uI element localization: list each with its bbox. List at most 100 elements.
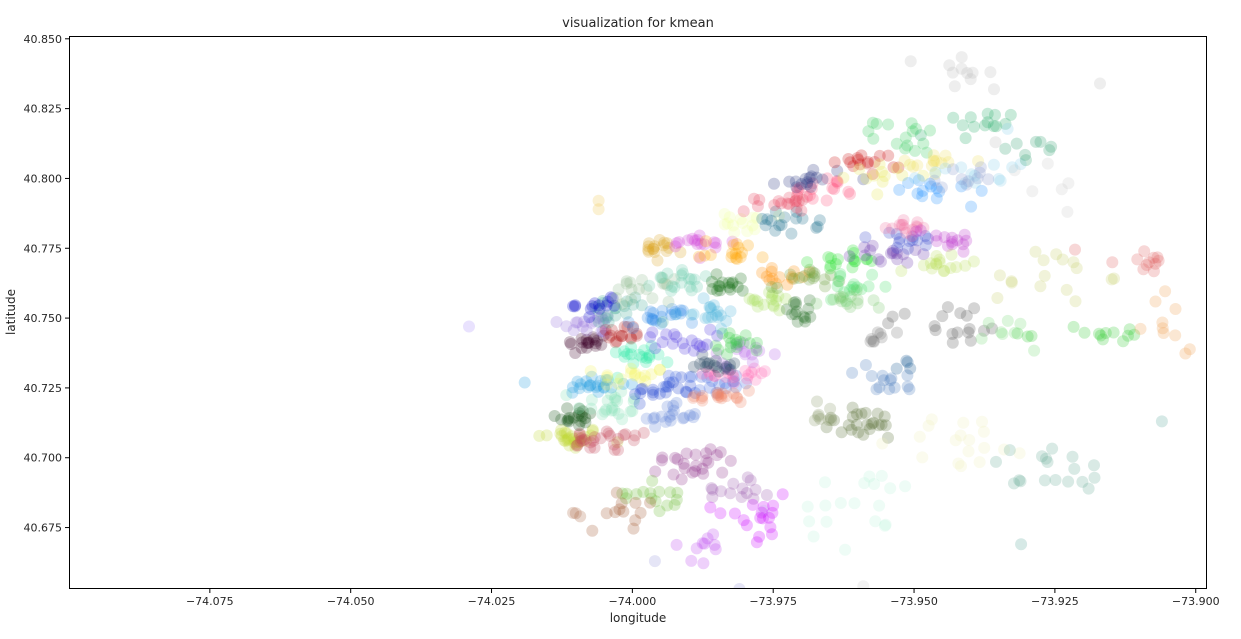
scatter-point-37-3 — [925, 159, 938, 172]
scatter-point-8-5 — [618, 350, 631, 363]
scatter-point-49-11 — [910, 220, 923, 233]
scatter-point-44-7 — [824, 262, 837, 275]
scatter-point-63-0 — [1169, 329, 1182, 342]
scatter-point-76-8 — [701, 532, 714, 545]
scatter-point-42-12 — [797, 310, 810, 323]
scatter-point-47-7 — [859, 249, 871, 262]
scatter-point-62-4 — [1106, 256, 1119, 269]
scatter-point-76-6 — [685, 554, 698, 567]
scatter-point-35-5 — [860, 172, 873, 185]
scatter-point-51-9 — [930, 258, 943, 271]
scatter-point-11-9 — [670, 396, 683, 409]
scatter-point-5-9 — [591, 334, 604, 347]
scatter-point-0-23 — [533, 429, 546, 442]
scatter-point-29-5 — [728, 226, 741, 239]
scatter-point-17-1 — [743, 337, 756, 350]
scatter-point-55-3 — [1043, 144, 1056, 157]
scatter-point-5-12 — [589, 337, 602, 350]
scatter-point-9-6 — [653, 363, 666, 376]
scatter-point-42-3 — [804, 310, 817, 323]
scatter-point-33-0 — [816, 173, 829, 186]
scatter-point-19-0 — [669, 308, 682, 321]
scatter-point-13-11 — [731, 392, 744, 405]
scatter-point-10-5 — [667, 376, 679, 389]
scatter-point-63-2 — [1159, 285, 1172, 298]
scatter-point-36-3 — [862, 125, 875, 138]
scatter-point-71-22 — [697, 467, 710, 480]
scatter-point-70-18 — [878, 519, 891, 532]
scatter-point-19-5 — [674, 307, 687, 320]
scatter-point-57-1 — [960, 309, 973, 322]
x-tick-label: −73.925 — [1031, 595, 1079, 608]
scatter-point-71-20 — [678, 462, 691, 475]
scatter-point-12-9 — [695, 370, 708, 383]
scatter-point-17-2 — [739, 329, 752, 342]
scatter-point-51-6 — [945, 248, 958, 261]
scatter-point-3-10 — [616, 413, 629, 426]
scatter-point-48-10 — [906, 234, 919, 246]
scatter-point-1-13 — [637, 426, 650, 439]
scatter-points — [463, 51, 1196, 589]
scatter-point-52-12 — [916, 190, 929, 203]
scatter-point-17-13 — [750, 344, 763, 357]
scatter-point-0-1 — [570, 438, 582, 451]
scatter-point-29-2 — [718, 208, 731, 220]
scatter-point-52-11 — [975, 184, 988, 197]
scatter-point-17-11 — [712, 343, 725, 356]
scatter-point-60-7 — [1093, 327, 1105, 340]
scatter-point-71-14 — [724, 454, 737, 467]
scatter-point-49-0 — [911, 216, 924, 229]
scatter-point-3-21 — [608, 404, 621, 417]
scatter-point-10-6 — [672, 382, 685, 395]
scatter-point-34-5 — [887, 161, 900, 174]
scatter-point-33-2 — [805, 170, 818, 183]
scatter-point-1-23 — [578, 433, 591, 446]
scatter-point-12-7 — [706, 375, 719, 388]
x-axis-label: longitude — [610, 611, 667, 625]
scatter-point-75-3 — [737, 514, 750, 527]
scatter-point-23-1 — [633, 283, 646, 295]
scatter-point-59-3 — [1037, 254, 1050, 267]
scatter-point-74-5 — [629, 496, 642, 509]
scatter-point-24-1 — [643, 279, 656, 292]
scatter-point-14-7 — [708, 369, 721, 382]
scatter-point-5-16 — [575, 342, 588, 354]
scatter-point-17-9 — [716, 327, 729, 340]
scatter-point-64-2 — [870, 383, 883, 396]
scatter-point-9-12 — [615, 373, 627, 385]
scatter-point-60-10 — [1096, 333, 1109, 346]
scatter-point-48-6 — [901, 242, 914, 255]
scatter-point-70-15 — [834, 497, 847, 509]
scatter-point-56-3 — [1008, 164, 1021, 177]
scatter-point-39-2 — [988, 83, 1000, 96]
scatter-point-18-6 — [687, 344, 700, 357]
scatter-point-39-11 — [904, 55, 917, 68]
scatter-point-38-7 — [947, 111, 960, 124]
scatter-point-47-0 — [890, 247, 903, 260]
scatter-point-5-11 — [597, 329, 610, 342]
scatter-point-15-12 — [730, 343, 743, 356]
scatter-point-1-25 — [573, 427, 586, 440]
scatter-point-22-5 — [569, 300, 581, 313]
scatter-point-57-5 — [986, 322, 998, 335]
scatter-point-14-12 — [749, 373, 762, 386]
scatter-point-66-16 — [878, 410, 891, 423]
scatter-point-16-11 — [724, 358, 736, 371]
scatter-point-37-1 — [942, 156, 955, 169]
scatter-point-48-13 — [919, 239, 932, 252]
scatter-point-70-19 — [884, 482, 897, 495]
scatter-point-20-3 — [724, 305, 737, 318]
scatter-point-11-3 — [640, 412, 653, 425]
scatter-point-64-12 — [873, 381, 886, 394]
scatter-point-25-4 — [726, 276, 739, 289]
scatter-point-15-2 — [768, 348, 781, 361]
scatter-point-46-13 — [827, 293, 840, 306]
scatter-point-7-11 — [627, 321, 640, 333]
scatter-point-4-17 — [585, 370, 598, 383]
scatter-point-2-9 — [561, 414, 574, 427]
scatter-point-76-1 — [670, 538, 683, 551]
scatter-point-62-7 — [1149, 257, 1162, 270]
scatter-point-77-2 — [567, 506, 580, 519]
scatter-point-66-0 — [850, 418, 863, 431]
scatter-point-44-2 — [847, 253, 860, 266]
